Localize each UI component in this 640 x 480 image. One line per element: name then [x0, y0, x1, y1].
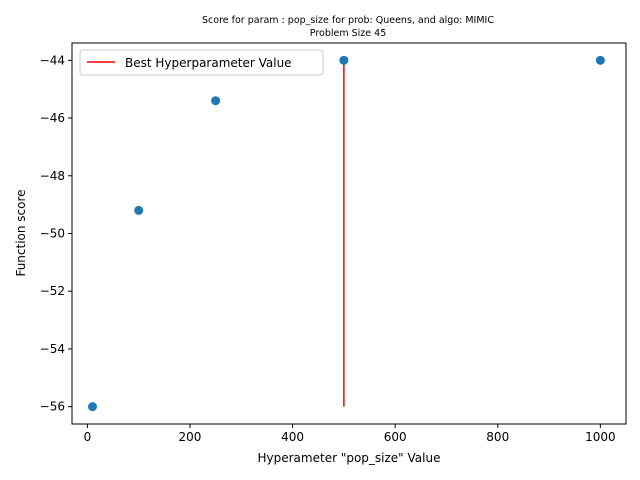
x-tick-label: 800 [486, 430, 509, 444]
y-tick-label: −56 [40, 400, 65, 414]
y-tick-label: −48 [40, 169, 65, 183]
legend-label: Best Hyperparameter Value [125, 56, 292, 70]
legend: Best Hyperparameter Value [79, 49, 324, 76]
y-tick-label: −50 [40, 227, 65, 241]
y-tick-label: −46 [40, 111, 65, 125]
x-tick-label: 200 [179, 430, 202, 444]
y-tick-label: −54 [40, 342, 65, 356]
x-tick-label: 600 [384, 430, 407, 444]
y-axis-label: Function score [14, 189, 28, 276]
y-tick-label: −44 [40, 53, 65, 67]
y-tick-label: −52 [40, 284, 65, 298]
legend-box [79, 49, 324, 76]
x-axis-label: Hyperameter "pop_size" Value [258, 451, 441, 465]
data-point [88, 402, 98, 412]
data-point [134, 205, 144, 215]
x-tick-label: 1000 [585, 430, 616, 444]
x-tick-label: 0 [84, 430, 92, 444]
x-tick-label: 400 [281, 430, 304, 444]
plot-frame [71, 42, 627, 425]
data-point [595, 55, 605, 65]
chart-subtitle: Problem Size 45 [310, 28, 386, 39]
data-point [211, 96, 221, 106]
chart-title: Score for param : pop_size for prob: Que… [202, 15, 494, 26]
data-point [339, 55, 349, 65]
